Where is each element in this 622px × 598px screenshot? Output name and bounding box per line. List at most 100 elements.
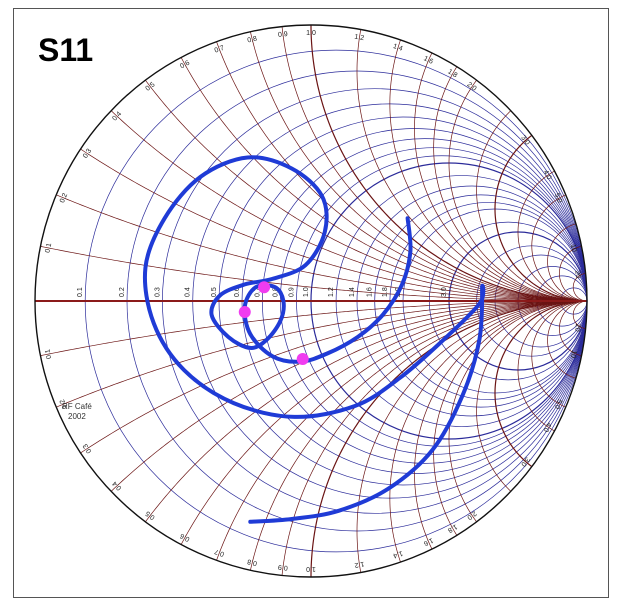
reactance-tick-label: 0.6	[179, 60, 191, 71]
resistance-tick-label: 0.5	[211, 287, 218, 297]
reactance-tick-labels: 0.1 0.1 0.2 0.2 0.3 0.3 0.4 0.4 0.5 0.5 0.6 0.6 0.7 0…	[44, 30, 581, 572]
marker-point-3	[296, 352, 309, 365]
marker-layer	[238, 281, 309, 365]
reactance-arc	[356, 29, 587, 302]
resistance-tick-label: 1.2	[328, 287, 335, 297]
credit-line-2: 2002	[68, 412, 86, 421]
reactance-tick-label: 0.7	[214, 45, 226, 55]
reactance-tick-label: 5.0	[553, 192, 563, 204]
reactance-arc	[494, 300, 587, 468]
reactance-tick-label: 0.4	[111, 479, 123, 491]
reactance-arc	[559, 300, 588, 356]
reactance-tick-label: 1.8	[446, 523, 458, 534]
reactance-arc	[56, 300, 587, 408]
reactance-arc	[40, 246, 587, 302]
reactance-tick-label: 0.3	[82, 148, 93, 160]
reactance-arc	[216, 300, 587, 561]
reactance-arc	[559, 246, 588, 302]
reactance-tick-label: 0.5	[145, 81, 157, 93]
reactance-tick-label: 1.4	[392, 549, 404, 559]
reactance-tick-label: 0.2	[59, 398, 69, 410]
reactance-tick-label: 0.4	[111, 111, 123, 123]
reactance-arc	[476, 110, 587, 302]
resistance-tick-label: 1.8	[382, 287, 389, 297]
reactance-arc	[180, 300, 587, 545]
reactance-arc	[448, 300, 587, 523]
resistance-tick-label: 0.7	[254, 287, 261, 297]
reactance-arc	[310, 300, 587, 578]
reactance-tick-label: 0.9	[278, 31, 289, 39]
resistance-tick-label: 1.6	[367, 287, 374, 297]
reactance-arc	[310, 24, 587, 302]
reactance-arc	[250, 31, 587, 302]
reactance-tick-label: 1.4	[392, 43, 404, 53]
marker-point-1	[258, 281, 271, 294]
reactance-arc	[547, 300, 588, 379]
resistance-tick-labels: 0.1 0.2 0.3 0.4 0.5 0.6 0.7 0.8 0.9 1.0 1.2 1.4 1.6 1…	[77, 287, 448, 297]
reactance-arc	[389, 39, 587, 302]
reactance-arc	[531, 300, 588, 408]
reactance-tick-label: 0.6	[179, 532, 191, 543]
reactance-tick-label: 2.0	[466, 81, 478, 93]
reactance-arc	[448, 79, 587, 302]
reactance-arc	[281, 26, 587, 302]
reactance-tick-label: 1.0	[306, 30, 316, 37]
reactance-arc	[433, 300, 587, 536]
reactance-tick-label: 20	[573, 323, 581, 332]
unit-circle	[34, 24, 588, 578]
reactance-arc	[531, 194, 588, 302]
reactance-arc	[517, 170, 588, 302]
resistance-tick-label: 0.1	[77, 287, 84, 297]
reactance-tick-label: 20	[573, 270, 581, 279]
reactance-arc	[414, 52, 587, 302]
reactance-tick-label: 0.2	[59, 192, 69, 204]
reactance-tick-label: 1.8	[446, 68, 458, 79]
reactance-arc	[110, 110, 587, 302]
resistance-tick-label: 3.0	[441, 287, 448, 297]
reactance-arc	[56, 194, 587, 302]
resistance-tick-label: 0.8	[272, 287, 279, 297]
reactance-arc	[476, 300, 587, 492]
reactance-tick-label: 2.0	[465, 509, 477, 521]
reactance-tick-label: 0.1	[44, 242, 53, 253]
s11-trace-layer	[142, 155, 486, 524]
reactance-arc	[250, 300, 587, 571]
reactance-arc	[180, 57, 587, 302]
reactance-arc	[145, 79, 587, 302]
resistance-tick-label: 0.9	[288, 287, 295, 297]
chart-title: S11	[38, 32, 94, 68]
reactance-tick-label: 0.8	[247, 36, 258, 45]
reactance-arc	[40, 300, 587, 356]
resistance-tick-label: 0.2	[119, 287, 126, 297]
reactance-tick-label: 4.0	[542, 169, 553, 181]
reactance-arc	[494, 134, 587, 302]
reactance-tick-label: 5.0	[553, 398, 563, 410]
reactance-tick-label: 3.0	[519, 456, 531, 468]
reactance-arc	[216, 41, 587, 302]
reactance-tick-label: 1.2	[354, 34, 365, 43]
reactance-tick-label: 0.1	[44, 348, 53, 359]
marker-point-2	[238, 306, 251, 319]
reactance-tick-label: 1.0	[306, 565, 316, 572]
reactance-tick-label: 0.5	[144, 509, 156, 521]
reactance-tick-label: 0.8	[247, 557, 258, 566]
reactance-arc	[547, 223, 588, 302]
resistance-tick-label: 1.4	[349, 287, 356, 297]
reactance-arc	[433, 66, 587, 302]
s11-trace	[142, 155, 486, 524]
reactance-tick-label: 1.6	[422, 55, 434, 66]
reactance-tick-label: 10	[569, 244, 577, 253]
reactance-tick-label: 3.0	[519, 135, 531, 147]
credit-label: RF Café 2002	[62, 402, 92, 422]
reactance-arc	[517, 300, 588, 432]
reactance-tick-label: 1.6	[422, 536, 434, 547]
chart-boundary	[34, 24, 588, 578]
resistance-tick-label: 0.3	[154, 287, 161, 297]
reactance-tick-label: 1.2	[354, 560, 365, 569]
resistance-tick-label: 0.4	[185, 287, 192, 297]
reactance-tick-label: 0.3	[82, 442, 93, 454]
reactance-tick-label: 4.0	[542, 421, 553, 433]
reactance-tick-label: 0.9	[278, 563, 289, 571]
resistance-tick-label: 0.6	[234, 287, 241, 297]
